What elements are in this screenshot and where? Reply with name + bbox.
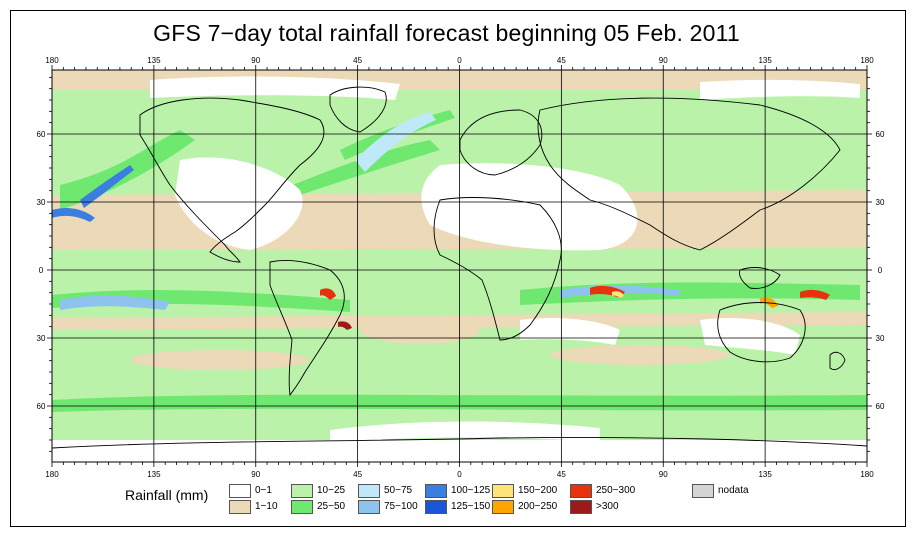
legend-swatch (425, 484, 447, 498)
lon-label-bottom: 45 (557, 470, 566, 479)
figure-frame (10, 10, 906, 527)
lon-label-top: 180 (45, 56, 59, 65)
rain-extreme (612, 291, 624, 298)
legend-label: 125−150 (451, 501, 491, 512)
rain-dry-patch (60, 205, 220, 245)
axis-labels: 180 135 90 45 0 45 90 135 180 180 135 90 45 0 45 90 135 1… (37, 56, 885, 479)
legend-swatch (692, 484, 714, 498)
coastlines (52, 86, 867, 449)
maritime-continent-outline (739, 267, 781, 289)
lon-label-bottom: 45 (353, 470, 362, 479)
legend-swatch (358, 484, 380, 498)
rain-dry-patch (680, 197, 840, 233)
legend-swatch (291, 484, 313, 498)
asia-outline (537, 97, 841, 251)
rain-extreme (800, 289, 830, 300)
antarctica-outline (52, 437, 867, 449)
dry-region (700, 79, 860, 100)
dry-region (330, 421, 600, 442)
lat-label-left: 30 (37, 334, 46, 343)
lon-label-top: 45 (353, 56, 362, 65)
legend-label: 100−125 (451, 485, 491, 496)
legend-label: nodata (718, 485, 749, 496)
lon-label-top: 90 (251, 56, 260, 65)
rain-extreme (320, 288, 336, 300)
north-america-outline (139, 97, 325, 263)
legend-swatch (492, 500, 514, 514)
lat-label-right: 0 (878, 266, 883, 275)
lat-label-right: 30 (876, 334, 885, 343)
axis-ticks (47, 65, 872, 467)
rain-heavy (60, 295, 170, 310)
lon-label-bottom: 0 (457, 470, 462, 479)
lat-label-right: 60 (876, 402, 885, 411)
lat-label-left: 30 (37, 198, 46, 207)
legend-swatch (570, 484, 592, 498)
australia-outline (717, 302, 806, 363)
rain-very-heavy (80, 165, 134, 208)
lon-label-bottom: 90 (251, 470, 260, 479)
legend-label: 25−50 (317, 501, 346, 512)
lon-label-top: 180 (860, 56, 874, 65)
map-title: GFS 7−day total rainfall forecast beginn… (153, 20, 740, 46)
lat-label-left: 60 (37, 402, 46, 411)
legend-label: 150−200 (518, 485, 558, 496)
graticule (52, 70, 867, 462)
lat-label-left: 0 (39, 266, 44, 275)
legend-swatch (229, 484, 251, 498)
legend-label: 0−1 (255, 485, 272, 496)
lon-label-bottom: 180 (860, 470, 874, 479)
legend-label: 250−300 (596, 485, 636, 496)
lon-label-bottom: 180 (45, 470, 59, 479)
rain-band (280, 140, 440, 200)
legend-swatch (570, 500, 592, 514)
lon-label-bottom: 90 (659, 470, 668, 479)
legend-swatch (358, 500, 380, 514)
europe-outline (459, 109, 543, 176)
legend-swatch (425, 500, 447, 514)
lat-label-right: 30 (876, 198, 885, 207)
legend-label: 200−250 (518, 501, 558, 512)
lon-label-bottom: 135 (758, 470, 772, 479)
dry-region (421, 163, 638, 251)
rain-band (52, 290, 350, 312)
rain-dry-patch (130, 350, 310, 370)
rain-very-heavy (52, 207, 95, 222)
rain-extreme (338, 321, 352, 330)
lon-label-top: 0 (457, 56, 462, 65)
lon-label-top: 45 (557, 56, 566, 65)
lon-label-top: 90 (659, 56, 668, 65)
lat-label-right: 60 (876, 130, 885, 139)
legend-swatch (229, 500, 251, 514)
legend-label: >300 (596, 501, 619, 512)
lat-label-left: 60 (37, 130, 46, 139)
legend-label: 50−75 (384, 485, 413, 496)
rain-dry-patch (360, 316, 480, 344)
dry-region (150, 76, 400, 100)
legend-label: 10−25 (317, 485, 346, 496)
legend-label: 75−100 (384, 501, 418, 512)
new-zealand-outline (829, 351, 846, 371)
legend-swatch (291, 500, 313, 514)
legend-swatch (492, 484, 514, 498)
greenland-outline (329, 86, 387, 133)
lon-label-bottom: 135 (147, 470, 161, 479)
lon-label-top: 135 (758, 56, 772, 65)
rain-heavy (355, 112, 436, 172)
rain-dry-patch (550, 345, 730, 365)
legend-title: Rainfall (mm) (125, 487, 209, 503)
lon-label-top: 135 (147, 56, 161, 65)
legend-label: 1−10 (255, 501, 278, 512)
africa-outline (433, 197, 562, 341)
